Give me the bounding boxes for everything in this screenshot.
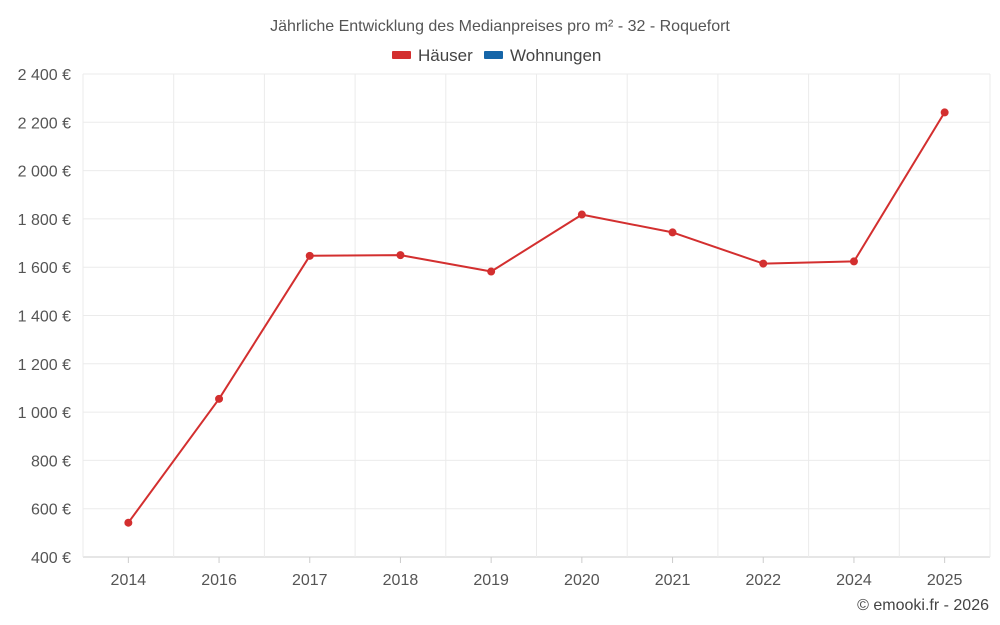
series-houses [124,108,949,527]
data-point-houses-2024[interactable] [849,257,858,266]
legend-swatch-apartments [484,51,503,59]
x-axis: 2014 2016 2017 2018 2019 2020 2021 2022 2024 2025 [111,557,963,589]
data-point-houses-2016[interactable] [215,394,224,403]
legend-swatch-houses [392,51,411,59]
y-axis: 400 € 600 € 800 € 1 000 € 1 200 € 1 400 € 1 60… [18,67,71,567]
data-point-houses-2019[interactable] [487,267,496,276]
y-tick-label: 600 € [31,502,71,519]
x-tick-label: 2017 [292,572,328,589]
series-line-houses [127,111,946,524]
x-tick-label: 2014 [111,572,147,589]
x-tick-label: 2018 [383,572,419,589]
data-point-houses-2017[interactable] [305,251,314,260]
data-point-houses-2021[interactable] [668,228,677,237]
data-point-houses-2020[interactable] [577,210,586,219]
y-tick-label: 1 800 € [18,212,71,229]
x-tick-label: 2025 [927,572,963,589]
data-point-houses-2022[interactable] [759,259,768,268]
data-point-houses-2014[interactable] [124,518,133,527]
data-point-houses-2025[interactable] [940,108,949,117]
y-tick-label: 2 400 € [18,67,71,84]
x-tick-label: 2020 [564,572,600,589]
y-tick-label: 1 400 € [18,309,71,326]
copyright-credit: © emooki.fr - 2026 [857,597,989,614]
y-tick-label: 1 200 € [18,357,71,374]
chart-title: Jährliche Entwicklung des Medianpreises … [270,18,730,35]
legend-label-apartments: Wohnungen [510,46,601,65]
y-tick-label: 1 000 € [18,405,71,422]
y-tick-label: 1 600 € [18,260,71,277]
x-tick-label: 2021 [655,572,691,589]
y-tick-label: 800 € [31,453,71,470]
y-tick-label: 400 € [31,550,71,567]
legend-item-apartments[interactable]: Wohnungen [484,46,601,65]
y-tick-label: 2 200 € [18,115,71,132]
y-tick-label: 2 000 € [18,164,71,181]
x-tick-label: 2019 [473,572,509,589]
data-point-houses-2018[interactable] [396,251,405,260]
legend-item-houses[interactable]: Häuser [392,46,473,65]
x-tick-label: 2024 [836,572,872,589]
x-tick-label: 2022 [745,572,781,589]
legend-label-houses: Häuser [418,46,473,65]
x-tick-label: 2016 [201,572,237,589]
legend[interactable]: Häuser Wohnungen [392,46,601,65]
grid [82,73,991,558]
